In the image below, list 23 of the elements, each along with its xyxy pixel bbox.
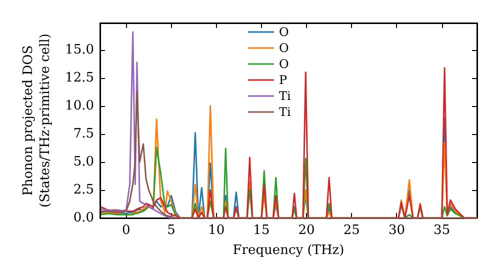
y-tick-label: 10.0 xyxy=(65,98,94,114)
legend-label: Ti xyxy=(279,89,292,103)
y-tick-label: 5.0 xyxy=(73,154,94,170)
legend-label: O xyxy=(279,41,289,55)
y-tick-label: 7.5 xyxy=(73,126,94,142)
y-tick-label: 15.0 xyxy=(65,42,94,58)
legend-label: Ti xyxy=(279,105,292,119)
x-tick-label: 25 xyxy=(343,223,360,238)
x-tick-label: 10 xyxy=(208,223,225,238)
x-tick-label: 15 xyxy=(253,223,270,238)
x-tick-label: 30 xyxy=(388,223,406,238)
x-tick-label: 20 xyxy=(298,223,315,238)
y-tick-label: 0.0 xyxy=(73,210,94,226)
x-tick-label: 5 xyxy=(167,223,176,238)
legend-label: O xyxy=(279,25,289,39)
y-tick-label: 2.5 xyxy=(73,182,94,198)
y-axis-title: Phonon projected DOS (States/THz·primitive cell) xyxy=(21,33,53,208)
legend-label: O xyxy=(279,57,289,71)
x-tick-label: 0 xyxy=(122,223,130,238)
y-tick-label: 12.5 xyxy=(65,70,94,86)
x-tick-label: 35 xyxy=(434,223,450,238)
x-axis-title: Frequency (THz) xyxy=(232,242,344,258)
legend-label: P xyxy=(279,73,288,87)
